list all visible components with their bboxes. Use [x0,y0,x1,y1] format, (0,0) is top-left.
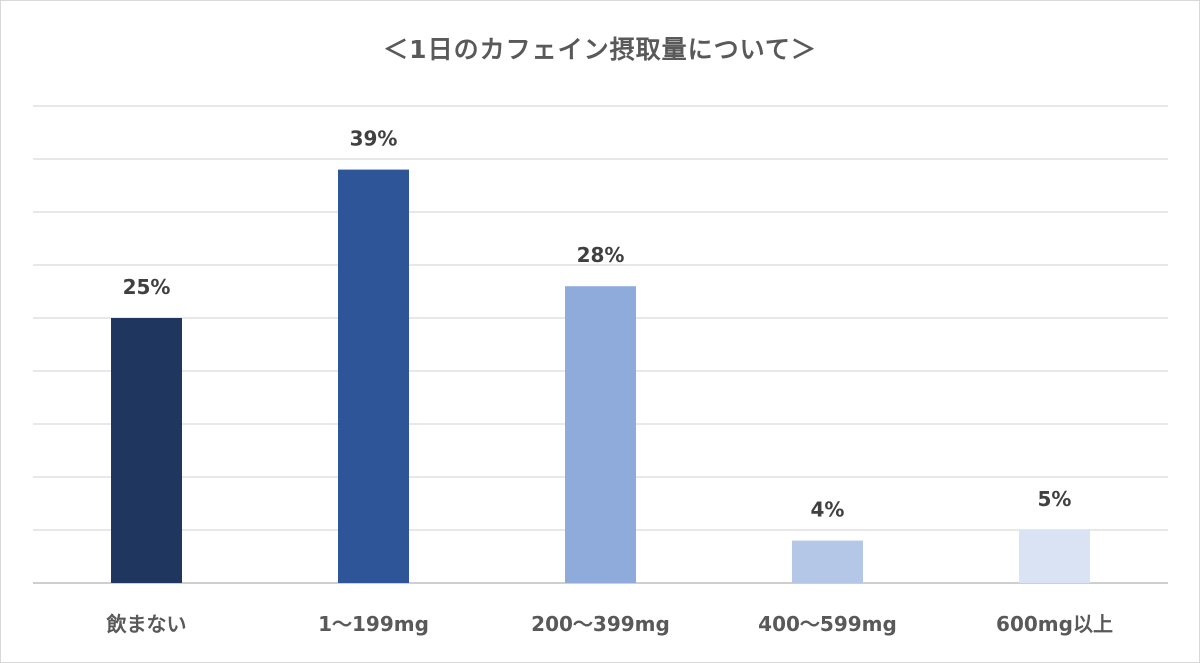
bar [338,169,409,583]
bar [792,540,863,583]
data-labels: 25% 39% 28% 4% 5% [123,127,1072,522]
category-label: 200～399mg [531,612,670,636]
chart-title: ＜1日のカフェイン摂取量について＞ [383,35,817,64]
category-labels: 飲まない 1～199mg 200～399mg 400～599mg 600mg以上 [106,612,1113,636]
bar [111,318,182,583]
category-label: 飲まない [106,612,187,636]
data-label: 28% [577,243,625,267]
bars [111,169,1090,583]
category-label: 600mg以上 [996,612,1113,636]
bar [565,286,636,583]
category-label: 1～199mg [318,612,429,636]
category-label: 400～599mg [758,612,897,636]
data-label: 25% [123,275,171,299]
bar [1019,530,1090,583]
data-label: 4% [811,498,845,522]
data-label: 5% [1038,487,1072,511]
data-label: 39% [350,127,398,151]
